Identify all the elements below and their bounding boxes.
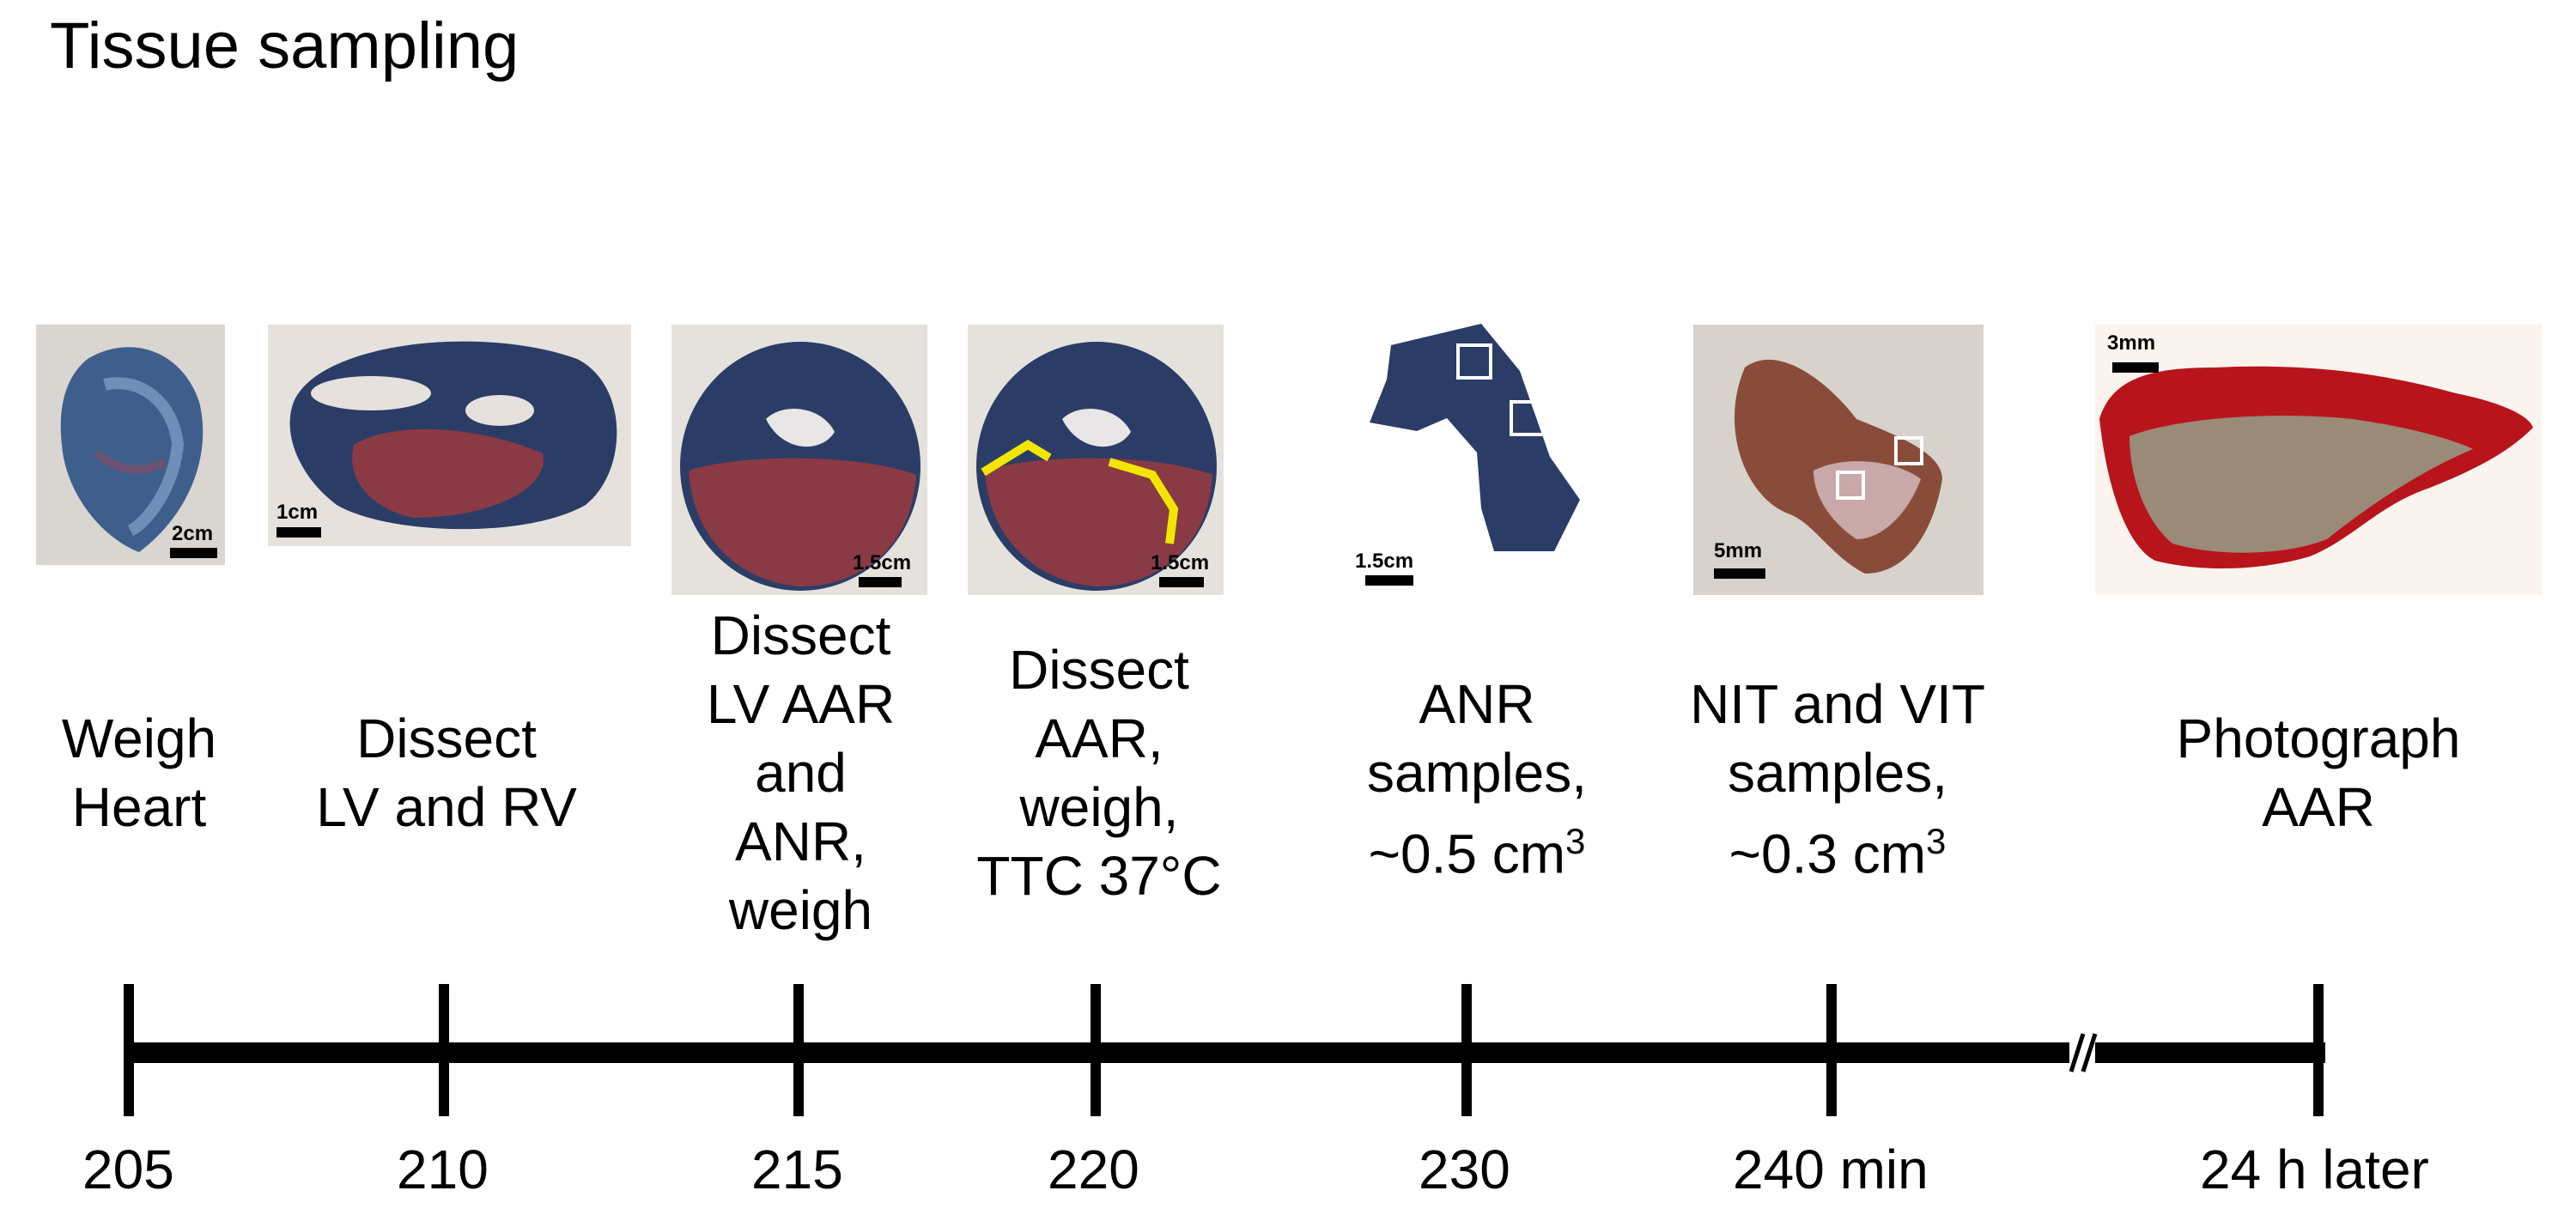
scale-bar-1: [170, 548, 217, 558]
tick-label-230: 230: [1419, 1139, 1510, 1200]
timeline-break-mark-2: [2081, 1033, 2098, 1072]
scale-label-7: 3mm: [2107, 331, 2156, 355]
scale-bar-4: [1159, 577, 1204, 587]
step-dissect-aar-ttc: Dissect AAR, weigh, TTC 37°C: [976, 639, 1222, 907]
aar-photograph: [2095, 325, 2542, 595]
scale-label-6: 5mm: [1714, 539, 1763, 562]
tick-label-215: 215: [751, 1139, 843, 1200]
scale-label-5: 1.5cm: [1355, 550, 1414, 573]
scale-bar-5: [1365, 575, 1413, 586]
scale-label-1: 2cm: [172, 522, 214, 545]
step-dissect-lv-rv: Dissect LV and RV: [316, 708, 577, 838]
nit-vit-sample-photo: [1693, 325, 1984, 595]
tick-label-24h: 24 h later: [2200, 1139, 2429, 1200]
tick-label-210: 210: [397, 1139, 489, 1200]
scale-bar-7: [2112, 362, 2159, 373]
scale-bar-6: [1714, 568, 1765, 579]
figure-title: Tissue sampling: [50, 9, 519, 82]
heart-photo: [36, 325, 225, 565]
lv-aar-anr-photo: [671, 325, 927, 595]
step-anr-samples: ANR samples, ~0.5 cm3: [1366, 673, 1588, 885]
tick-label-205: 205: [82, 1139, 174, 1200]
step-photograph-aar: Photograph AAR: [2176, 708, 2461, 838]
scale-label-2: 1cm: [276, 501, 319, 524]
lv-rv-photo: [268, 325, 631, 546]
timeline-break-mark-1: [2069, 1033, 2086, 1072]
scale-bar-3: [859, 577, 902, 587]
anr-sample-photo: [1365, 319, 1597, 564]
aar-ttc-photo: [968, 325, 1224, 595]
scale-bar-2: [276, 527, 321, 538]
step-nit-vit-samples: NIT and VIT samples, ~0.3 cm3: [1690, 673, 1985, 885]
step-dissect-lv-aar-anr: Dissect LV AAR and ANR, weigh: [706, 604, 896, 941]
step-weigh-heart: Weigh Heart: [61, 708, 217, 838]
scale-label-3: 1.5cm: [853, 551, 912, 574]
tick-label-240: 240 min: [1733, 1139, 1929, 1200]
tick-label-220: 220: [1048, 1139, 1139, 1200]
scale-label-4: 1.5cm: [1151, 551, 1210, 574]
